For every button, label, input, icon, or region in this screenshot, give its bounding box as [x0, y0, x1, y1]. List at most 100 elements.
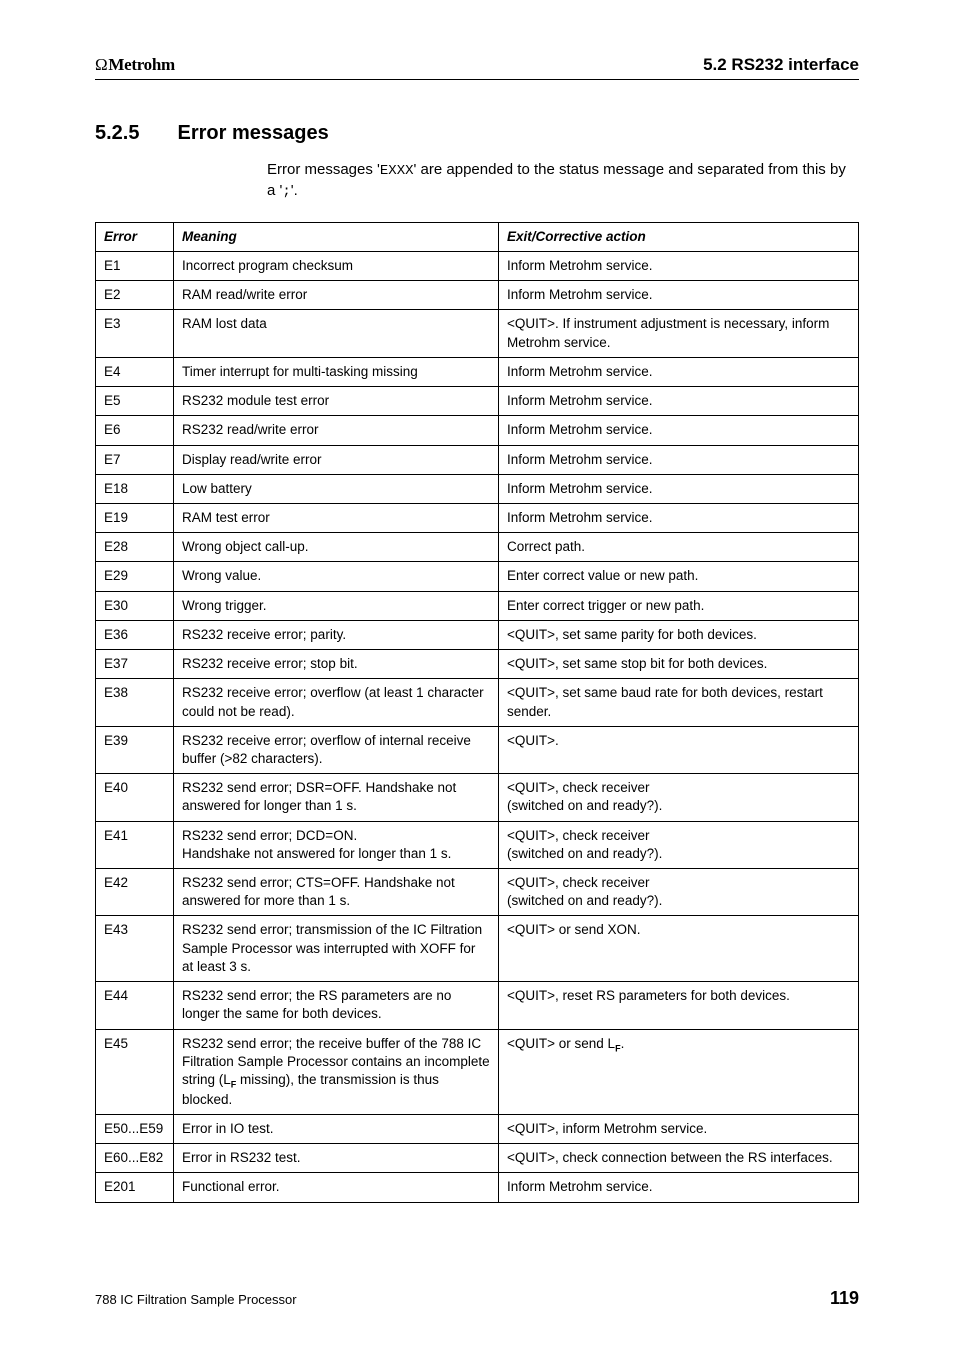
cell-error: E60...E82 — [96, 1144, 174, 1173]
cell-meaning: RS232 read/write error — [174, 416, 499, 445]
heading-title: Error messages — [177, 122, 328, 145]
table-row: E42RS232 send error; CTS=OFF. Handshake … — [96, 869, 859, 916]
cell-meaning: RS232 receive error; parity. — [174, 620, 499, 649]
cell-meaning: RS232 send error; the RS parameters are … — [174, 982, 499, 1029]
table-row: E40RS232 send error; DSR=OFF. Handshake … — [96, 774, 859, 821]
table-row: E45RS232 send error; the receive buffer … — [96, 1029, 859, 1114]
cell-error: E2 — [96, 281, 174, 310]
page-number: 119 — [830, 1288, 859, 1309]
cell-meaning: Error in IO test. — [174, 1115, 499, 1144]
cell-action: <QUIT>, set same stop bit for both devic… — [499, 650, 859, 679]
footer: 788 IC Filtration Sample Processor 119 — [95, 1288, 859, 1309]
table-row: E43RS232 send error; transmission of the… — [96, 916, 859, 982]
table-row: E60...E82Error in RS232 test.<QUIT>, che… — [96, 1144, 859, 1173]
cell-action: <QUIT>, check connection between the RS … — [499, 1144, 859, 1173]
logo-text: Metrohm — [108, 55, 175, 74]
cell-action: Inform Metrohm service. — [499, 503, 859, 532]
col-action: Exit/Corrective action — [499, 222, 859, 251]
cell-action: Inform Metrohm service. — [499, 357, 859, 386]
cell-error: E50...E59 — [96, 1115, 174, 1144]
table-row: E37RS232 receive error; stop bit.<QUIT>,… — [96, 650, 859, 679]
cell-action: <QUIT>, reset RS parameters for both dev… — [499, 982, 859, 1029]
table-row: E19RAM test errorInform Metrohm service. — [96, 503, 859, 532]
cell-error: E36 — [96, 620, 174, 649]
cell-error: E29 — [96, 562, 174, 591]
cell-meaning: RS232 send error; DSR=OFF. Handshake not… — [174, 774, 499, 821]
heading-number: 5.2.5 — [95, 122, 139, 145]
cell-meaning: RS232 receive error; overflow (at least … — [174, 679, 499, 726]
cell-action: Inform Metrohm service. — [499, 445, 859, 474]
cell-meaning: Wrong value. — [174, 562, 499, 591]
cell-action: <QUIT>, check receiver(switched on and r… — [499, 869, 859, 916]
cell-meaning: RS232 send error; CTS=OFF. Handshake not… — [174, 869, 499, 916]
cell-action: <QUIT>. — [499, 726, 859, 773]
cell-error: E41 — [96, 821, 174, 868]
table-row: E7Display read/write errorInform Metrohm… — [96, 445, 859, 474]
cell-action: Enter correct trigger or new path. — [499, 591, 859, 620]
footer-doc-title: 788 IC Filtration Sample Processor — [95, 1292, 297, 1307]
col-meaning: Meaning — [174, 222, 499, 251]
cell-meaning: Error in RS232 test. — [174, 1144, 499, 1173]
cell-error: E37 — [96, 650, 174, 679]
cell-meaning: RS232 send error; transmission of the IC… — [174, 916, 499, 982]
section-reference: 5.2 RS232 interface — [703, 55, 859, 75]
cell-error: E42 — [96, 869, 174, 916]
cell-meaning: Low battery — [174, 474, 499, 503]
table-row: E50...E59Error in IO test.<QUIT>, inform… — [96, 1115, 859, 1144]
cell-meaning: Incorrect program checksum — [174, 252, 499, 281]
cell-action: Inform Metrohm service. — [499, 416, 859, 445]
cell-meaning: RS232 receive error; stop bit. — [174, 650, 499, 679]
cell-action: Inform Metrohm service. — [499, 281, 859, 310]
table-row: E2RAM read/write errorInform Metrohm ser… — [96, 281, 859, 310]
table-row: E6RS232 read/write errorInform Metrohm s… — [96, 416, 859, 445]
section-heading: 5.2.5 Error messages — [95, 122, 859, 145]
cell-error: E38 — [96, 679, 174, 726]
cell-error: E1 — [96, 252, 174, 281]
cell-action: Inform Metrohm service. — [499, 387, 859, 416]
table-header-row: Error Meaning Exit/Corrective action — [96, 222, 859, 251]
cell-error: E19 — [96, 503, 174, 532]
table-row: E201Functional error.Inform Metrohm serv… — [96, 1173, 859, 1202]
cell-meaning: RAM lost data — [174, 310, 499, 357]
table-row: E41RS232 send error; DCD=ON.Handshake no… — [96, 821, 859, 868]
cell-meaning: RS232 module test error — [174, 387, 499, 416]
table-row: E38RS232 receive error; overflow (at lea… — [96, 679, 859, 726]
cell-action: Inform Metrohm service. — [499, 1173, 859, 1202]
table-row: E30Wrong trigger.Enter correct trigger o… — [96, 591, 859, 620]
cell-action: Correct path. — [499, 533, 859, 562]
cell-meaning: RS232 send error; the receive buffer of … — [174, 1029, 499, 1114]
cell-action: Inform Metrohm service. — [499, 474, 859, 503]
cell-error: E18 — [96, 474, 174, 503]
table-row: E1Incorrect program checksumInform Metro… — [96, 252, 859, 281]
intro-paragraph: Error messages 'EXXX' are appended to th… — [267, 160, 857, 202]
cell-error: E43 — [96, 916, 174, 982]
cell-error: E45 — [96, 1029, 174, 1114]
cell-meaning: RAM read/write error — [174, 281, 499, 310]
cell-error: E40 — [96, 774, 174, 821]
table-row: E5RS232 module test errorInform Metrohm … — [96, 387, 859, 416]
cell-meaning: RS232 send error; DCD=ON.Handshake not a… — [174, 821, 499, 868]
table-row: E4Timer interrupt for multi-tasking miss… — [96, 357, 859, 386]
table-row: E44RS232 send error; the RS parameters a… — [96, 982, 859, 1029]
cell-error: E4 — [96, 357, 174, 386]
cell-meaning: RAM test error — [174, 503, 499, 532]
logo: ΩMetrohm — [95, 55, 175, 75]
cell-error: E30 — [96, 591, 174, 620]
table-row: E28Wrong object call-up.Correct path. — [96, 533, 859, 562]
cell-error: E28 — [96, 533, 174, 562]
logo-prefix: Ω — [95, 55, 107, 74]
cell-meaning: Timer interrupt for multi-tasking missin… — [174, 357, 499, 386]
cell-action: Enter correct value or new path. — [499, 562, 859, 591]
cell-action: <QUIT>, check receiver(switched on and r… — [499, 774, 859, 821]
cell-error: E201 — [96, 1173, 174, 1202]
cell-meaning: Wrong trigger. — [174, 591, 499, 620]
cell-error: E44 — [96, 982, 174, 1029]
cell-action: <QUIT>, set same parity for both devices… — [499, 620, 859, 649]
cell-error: E39 — [96, 726, 174, 773]
cell-error: E6 — [96, 416, 174, 445]
cell-action: <QUIT>, check receiver(switched on and r… — [499, 821, 859, 868]
cell-meaning: Wrong object call-up. — [174, 533, 499, 562]
cell-action: Inform Metrohm service. — [499, 252, 859, 281]
error-table: Error Meaning Exit/Corrective action E1I… — [95, 222, 859, 1203]
cell-action: <QUIT> or send XON. — [499, 916, 859, 982]
